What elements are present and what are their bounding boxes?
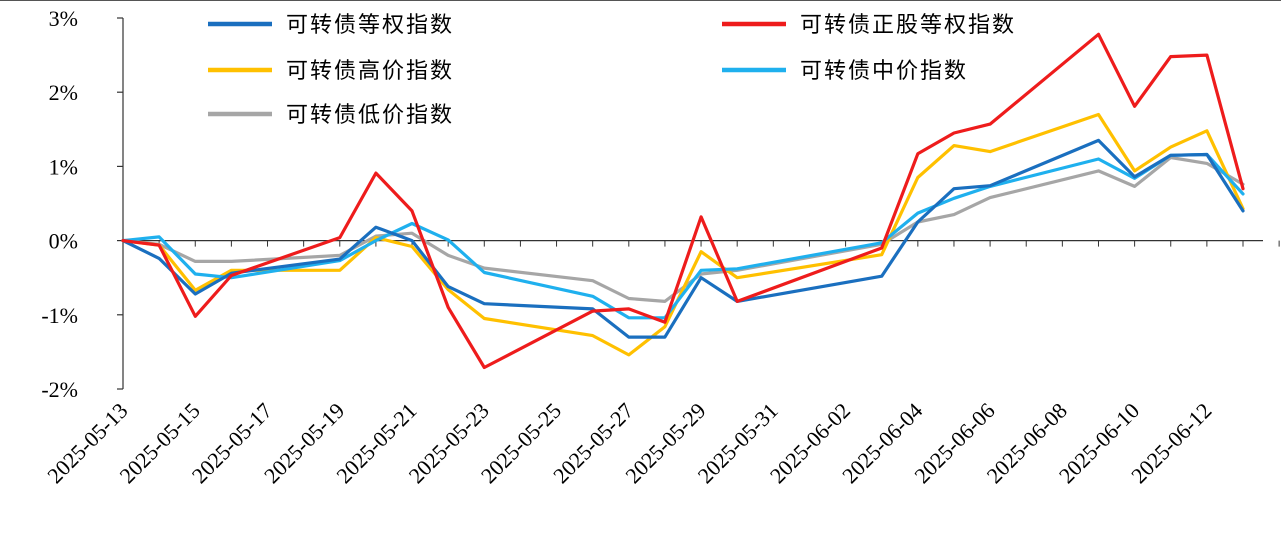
legend-item: 可转债等权指数 [208,13,454,38]
series-line-3 [121,112,1245,357]
legend-item: 可转债中价指数 [722,59,968,84]
legend-item: 可转债低价指数 [208,103,454,128]
legend-label: 可转债正股等权指数 [800,13,1016,38]
legend-label: 可转债低价指数 [286,103,454,128]
y-tick-label: 0% [49,229,78,254]
y-tick-label: 1% [49,154,78,179]
series-line-4 [121,152,1245,320]
legend-item: 可转债正股等权指数 [722,13,1016,38]
legend-label: 可转债中价指数 [800,59,968,84]
series-line-2 [121,32,1245,370]
y-tick-label: -2% [41,377,78,402]
legend-label: 可转债高价指数 [286,59,454,84]
y-tick-label: -1% [41,303,78,328]
y-tick-label: 2% [49,80,78,105]
axes: -2%-1%0%1%2%3%2025-05-132025-05-152025-0… [0,0,1281,488]
y-tick-label: 3% [49,6,78,31]
legend-label: 可转债等权指数 [286,13,454,38]
series-line-1 [121,138,1245,339]
series-layer [121,32,1245,370]
series-line-5 [121,155,1245,303]
legend-item: 可转债高价指数 [208,59,454,84]
